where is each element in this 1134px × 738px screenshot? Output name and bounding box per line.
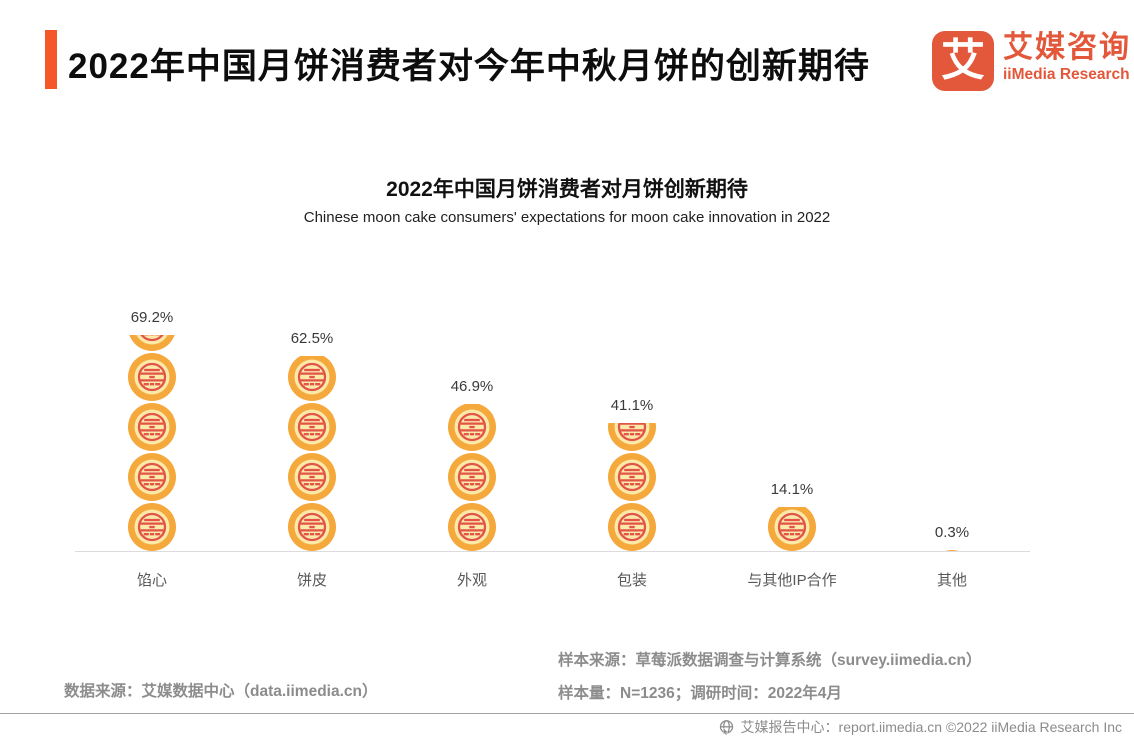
report-center-text: 艾媒报告中心：report.iimedia.cn ©2022 iiMedia R… — [740, 719, 1122, 735]
mooncake-icon — [288, 503, 336, 551]
header-accent-bar — [45, 30, 57, 89]
bar-value-label: 0.3% — [934, 524, 970, 542]
globe-cursor-icon — [719, 719, 733, 736]
pictogram-bar — [608, 422, 656, 551]
pictogram-bar — [928, 550, 976, 551]
mooncake-icon — [288, 403, 336, 451]
mooncake-icon — [945, 550, 959, 551]
page-title: 2022年中国月饼消费者对今年中秋月饼的创新期待 — [68, 47, 870, 86]
pictogram-bar — [768, 506, 816, 551]
report-center-note: 艾媒报告中心：report.iimedia.cn ©2022 iiMedia R… — [718, 717, 1122, 737]
mooncake-icon — [608, 422, 656, 451]
mooncake-icon — [608, 453, 656, 501]
mooncake-icon — [448, 404, 496, 451]
x-axis-category-label: 与其他IP合作 — [747, 572, 837, 589]
mooncake-icon — [288, 355, 336, 401]
mooncake-icon — [129, 334, 175, 351]
pictogram-bar — [128, 334, 176, 551]
mooncake-icon — [288, 453, 336, 501]
bar-value-label: 62.5% — [290, 329, 334, 347]
pictogram-bar — [288, 355, 336, 551]
sample-info-note: 样本量：N=1236；调研时间：2022年4月 — [558, 685, 842, 702]
mooncake-icon — [448, 503, 496, 551]
chart-subtitle: Chinese moon cake consumers' expectation… — [303, 209, 831, 226]
mooncake-icon — [128, 353, 176, 401]
x-axis-category-label: 其他 — [936, 572, 967, 589]
logo-brand-name: 艾媒咨询 — [1003, 31, 1131, 64]
bar-value-label: 14.1% — [770, 480, 814, 498]
bottom-bar: 艾媒报告中心：report.iimedia.cn ©2022 iiMedia R… — [0, 713, 1134, 738]
x-axis-category-label: 外观 — [456, 572, 487, 589]
iimedia-logo-text: 艾媒咨询 iiMedia Research — [1003, 31, 1131, 84]
data-source-note: 数据来源：艾媒数据中心（data.iimedia.cn） — [64, 683, 378, 700]
mooncake-icon — [448, 453, 496, 501]
x-axis-line — [75, 551, 1030, 552]
mooncake-icon — [128, 403, 176, 451]
bar-value-label: 41.1% — [610, 396, 654, 414]
mooncake-icon — [768, 506, 816, 551]
pictogram-bar — [448, 404, 496, 551]
bar-value-label: 69.2% — [130, 308, 174, 326]
mooncake-icon — [128, 453, 176, 501]
chart-title: 2022年中国月饼消费者对月饼创新期待 — [386, 178, 748, 201]
logo-brand-subtitle: iiMedia Research — [1003, 66, 1130, 83]
iimedia-logo: 艾 艾媒咨询 iiMedia Research — [932, 31, 1131, 91]
x-axis-category-label: 饼皮 — [296, 572, 327, 589]
mooncake-icon — [128, 503, 176, 551]
sample-source-note: 样本来源：草莓派数据调查与计算系统（survey.iimedia.cn） — [558, 652, 982, 669]
mooncake-icon — [608, 503, 656, 551]
x-axis-category-label: 馅心 — [136, 572, 167, 589]
bar-value-label: 46.9% — [450, 378, 494, 396]
iimedia-logo-icon: 艾 — [932, 31, 994, 91]
x-axis-category-label: 包装 — [616, 572, 647, 589]
